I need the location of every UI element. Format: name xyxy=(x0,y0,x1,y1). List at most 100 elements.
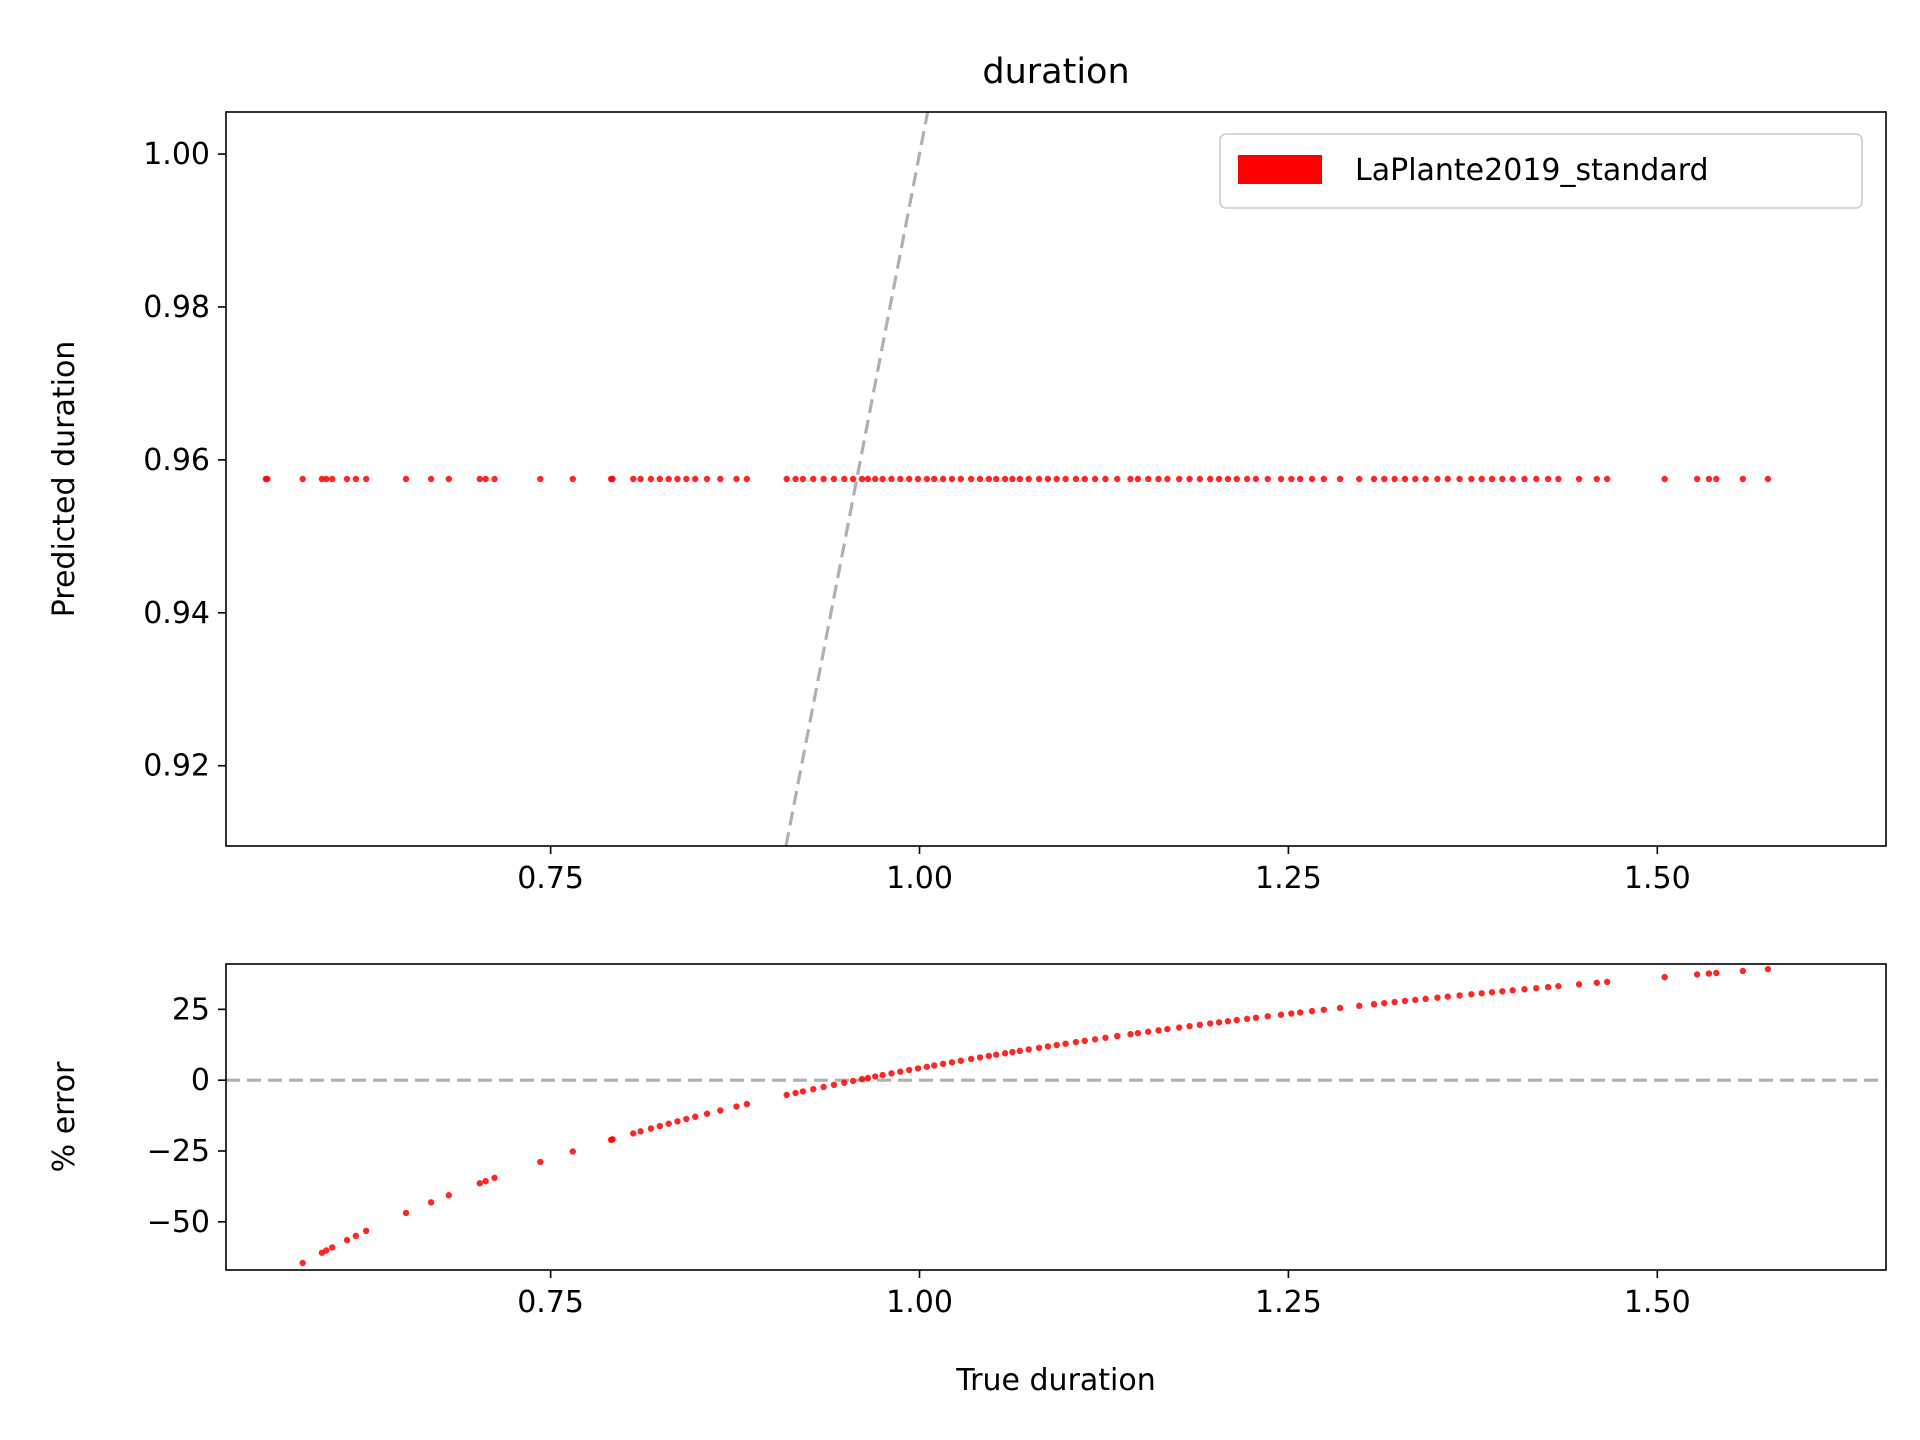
data-point xyxy=(1233,475,1240,483)
x-tick-label: 1.50 xyxy=(1624,861,1691,896)
error-point xyxy=(402,1209,410,1217)
data-point xyxy=(482,475,489,483)
data-point xyxy=(445,475,453,483)
data-point xyxy=(1336,475,1344,483)
data-point xyxy=(1575,475,1583,483)
error-point xyxy=(1277,1011,1285,1018)
data-point xyxy=(1488,475,1496,483)
data-point xyxy=(985,475,993,483)
data-point xyxy=(427,475,435,483)
error-point xyxy=(872,1073,879,1080)
error-point xyxy=(1252,1014,1260,1021)
error-point xyxy=(717,1107,724,1114)
error-point xyxy=(1478,990,1485,997)
error-point xyxy=(733,1103,740,1110)
top-scatter-points xyxy=(262,475,1772,483)
error-point xyxy=(476,1180,483,1187)
data-point xyxy=(609,475,616,483)
legend: LaPlante2019_standard xyxy=(1219,133,1863,209)
error-point xyxy=(1412,996,1419,1004)
bottom-y-ticks: −50 −25 0 25 xyxy=(147,992,226,1240)
error-point xyxy=(1739,967,1747,975)
y-tick-label: −25 xyxy=(147,1134,210,1169)
error-point xyxy=(1044,1043,1052,1050)
error-point xyxy=(743,1100,751,1108)
data-point xyxy=(1044,475,1052,483)
error-point xyxy=(491,1174,498,1182)
data-point xyxy=(897,475,904,483)
error-point xyxy=(1081,1037,1088,1045)
error-point xyxy=(362,1227,370,1235)
error-point xyxy=(1001,1050,1009,1057)
data-point xyxy=(879,475,886,483)
bottom-y-axis-label: % error xyxy=(47,1061,82,1172)
error-point xyxy=(985,1052,993,1060)
data-point xyxy=(1308,475,1316,483)
data-point xyxy=(849,475,857,483)
data-point xyxy=(1478,475,1485,483)
x-tick-label: 1.00 xyxy=(886,1285,953,1320)
data-point xyxy=(993,475,1000,483)
data-point xyxy=(1381,475,1388,483)
error-point xyxy=(1145,1028,1152,1035)
data-point xyxy=(1215,475,1223,483)
error-point xyxy=(1164,1025,1171,1033)
error-point xyxy=(897,1068,904,1075)
top-x-ticks: 0.75 1.00 1.25 1.50 xyxy=(517,846,1691,896)
error-point xyxy=(637,1128,644,1135)
error-point xyxy=(1243,1015,1251,1023)
error-point xyxy=(1593,979,1600,986)
data-point xyxy=(1053,475,1060,483)
data-point xyxy=(264,475,271,483)
data-point xyxy=(352,475,360,483)
error-point xyxy=(858,1075,866,1083)
top-y-ticks: 0.92 0.94 0.96 0.98 1.00 xyxy=(143,137,226,784)
data-point xyxy=(1277,475,1285,483)
data-point xyxy=(948,475,956,483)
data-point xyxy=(299,475,306,483)
data-point xyxy=(674,475,681,483)
data-point xyxy=(402,475,410,483)
error-point xyxy=(1233,1016,1240,1024)
error-point xyxy=(1434,994,1441,1001)
error-point xyxy=(888,1070,895,1077)
error-point xyxy=(1009,1048,1016,1056)
data-point xyxy=(1468,475,1475,483)
data-point xyxy=(717,475,724,483)
data-point xyxy=(931,475,938,483)
error-point xyxy=(1391,998,1398,1006)
error-point xyxy=(1207,1020,1214,1027)
error-point xyxy=(879,1071,886,1079)
bottom-panel: 0.75 1.00 1.25 1.50 −50 −25 0 25 % error True … xyxy=(47,963,1887,1398)
error-point xyxy=(1509,987,1516,994)
data-point xyxy=(939,475,947,483)
data-point xyxy=(1544,475,1552,483)
error-point xyxy=(1035,1044,1043,1052)
data-point xyxy=(976,475,984,483)
data-point xyxy=(1444,475,1451,483)
error-point xyxy=(810,1085,817,1093)
error-point xyxy=(1224,1018,1232,1025)
error-point xyxy=(665,1120,672,1127)
data-point xyxy=(888,475,895,483)
error-point xyxy=(1196,1021,1204,1029)
x-tick-label: 1.00 xyxy=(886,861,953,896)
error-point xyxy=(1053,1041,1060,1049)
data-point xyxy=(905,475,913,483)
x-tick-label: 1.25 xyxy=(1255,861,1322,896)
data-point xyxy=(1016,475,1024,483)
error-point xyxy=(993,1051,1000,1058)
data-point xyxy=(1127,475,1134,483)
error-point xyxy=(656,1122,664,1130)
error-point xyxy=(1155,1027,1162,1034)
error-point xyxy=(692,1113,699,1120)
error-point xyxy=(967,1055,975,1063)
error-point xyxy=(1025,1046,1032,1053)
data-point xyxy=(637,475,644,483)
error-point xyxy=(1468,991,1475,998)
error-point xyxy=(1114,1032,1121,1040)
legend-box xyxy=(1219,133,1863,209)
data-point xyxy=(858,475,866,483)
error-point xyxy=(1499,988,1506,995)
data-point xyxy=(1001,475,1009,483)
